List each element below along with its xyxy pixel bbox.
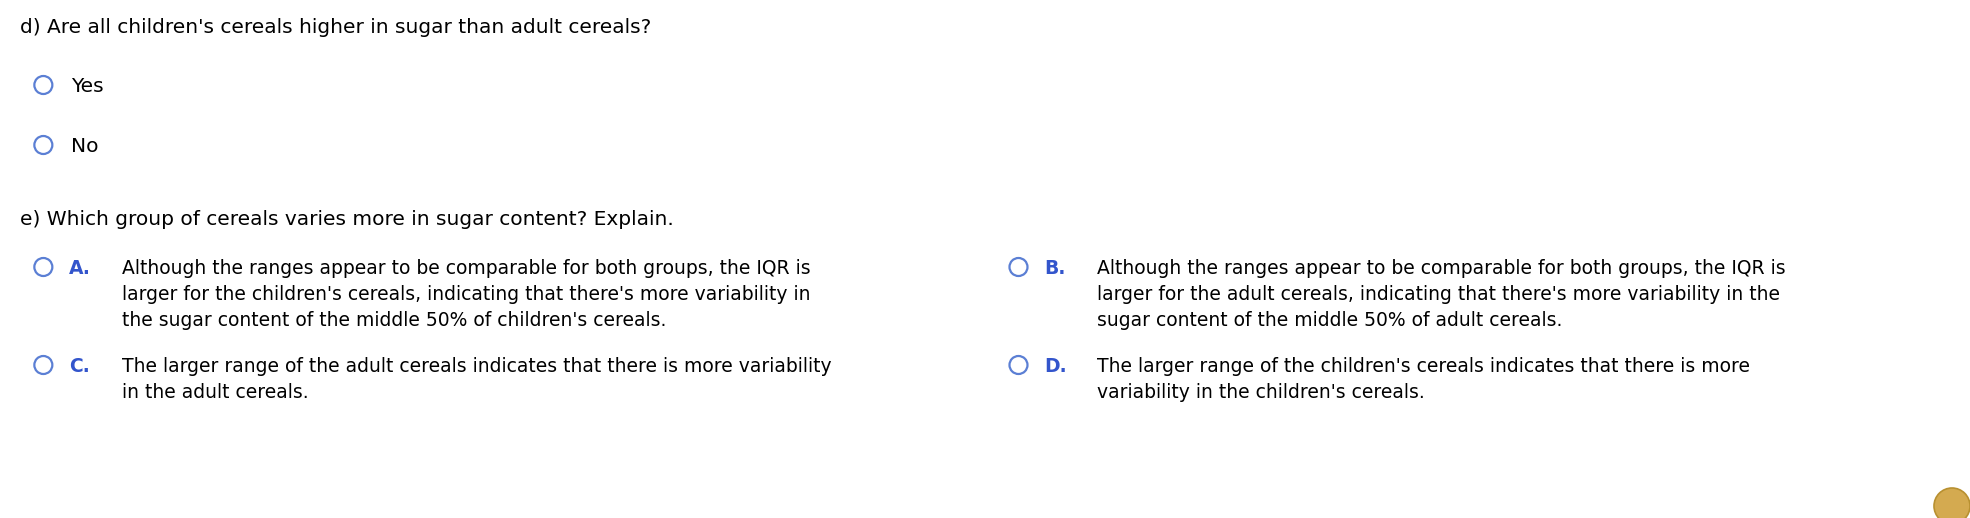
- Text: e) Which group of cereals varies more in sugar content? Explain.: e) Which group of cereals varies more in…: [20, 210, 674, 229]
- Circle shape: [1935, 488, 1970, 518]
- Text: B.: B.: [1044, 259, 1066, 278]
- Text: sugar content of the middle 50% of adult cereals.: sugar content of the middle 50% of adult…: [1097, 311, 1562, 330]
- Text: d) Are all children's cereals higher in sugar than adult cereals?: d) Are all children's cereals higher in …: [20, 18, 650, 37]
- Text: D.: D.: [1044, 357, 1066, 376]
- Text: larger for the children's cereals, indicating that there's more variability in: larger for the children's cereals, indic…: [122, 285, 810, 304]
- Text: the sugar content of the middle 50% of children's cereals.: the sugar content of the middle 50% of c…: [122, 311, 666, 330]
- Text: No: No: [71, 137, 99, 156]
- Text: The larger range of the adult cereals indicates that there is more variability: The larger range of the adult cereals in…: [122, 357, 831, 376]
- Text: Yes: Yes: [71, 77, 104, 96]
- Text: A.: A.: [69, 259, 91, 278]
- Text: The larger range of the children's cereals indicates that there is more: The larger range of the children's cerea…: [1097, 357, 1749, 376]
- Text: C.: C.: [69, 357, 91, 376]
- Text: larger for the adult cereals, indicating that there's more variability in the: larger for the adult cereals, indicating…: [1097, 285, 1781, 304]
- Text: Although the ranges appear to be comparable for both groups, the IQR is: Although the ranges appear to be compara…: [122, 259, 812, 278]
- Text: variability in the children's cereals.: variability in the children's cereals.: [1097, 383, 1424, 402]
- Text: in the adult cereals.: in the adult cereals.: [122, 383, 309, 402]
- Text: Although the ranges appear to be comparable for both groups, the IQR is: Although the ranges appear to be compara…: [1097, 259, 1787, 278]
